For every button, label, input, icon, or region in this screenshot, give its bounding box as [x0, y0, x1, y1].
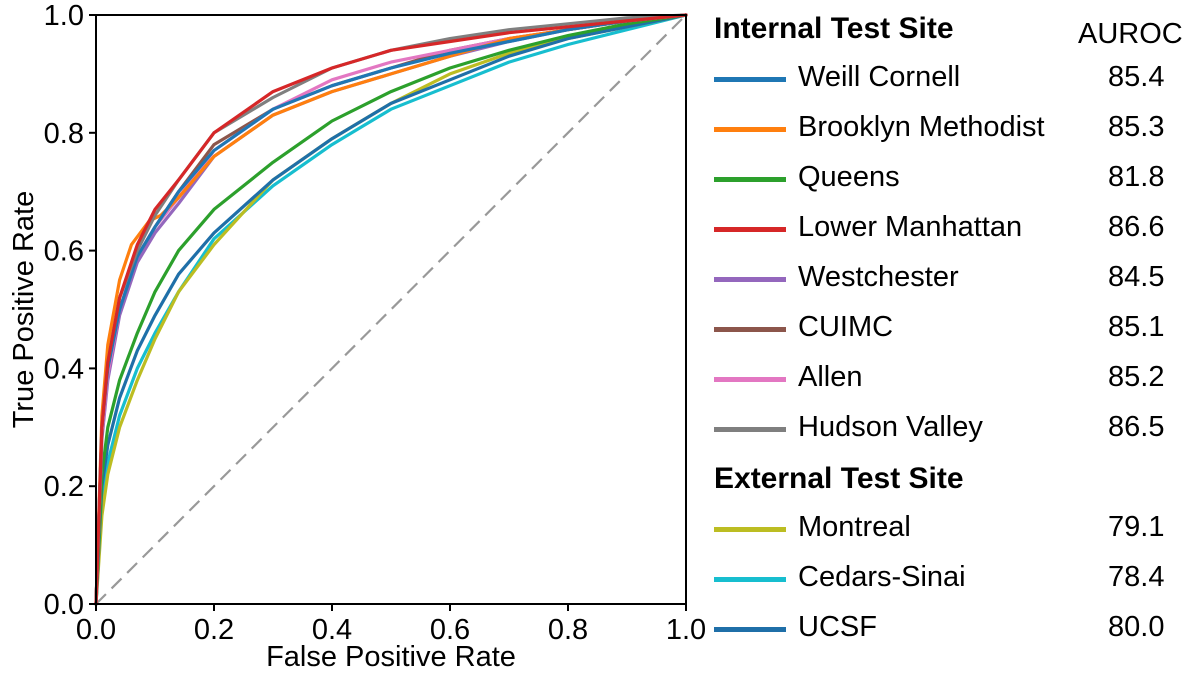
x-tick-label: 0.0	[76, 614, 116, 646]
legend: Internal Test Site AUROC External Test S…	[712, 0, 1200, 678]
legend-label: Westchester	[798, 261, 959, 293]
legend-label: Hudson Valley	[798, 411, 983, 443]
legend-swatch	[714, 527, 786, 532]
legend-label: Queens	[798, 161, 900, 193]
legend-item: Hudson Valley 86.5	[712, 409, 1200, 449]
legend-label: Montreal	[798, 511, 911, 543]
legend-swatch	[714, 177, 786, 182]
legend-swatch	[714, 627, 786, 632]
legend-swatch	[714, 377, 786, 382]
legend-label: CUIMC	[798, 311, 894, 343]
legend-item: Lower Manhattan 86.6	[712, 209, 1200, 249]
legend-auroc-value: 84.5	[1108, 261, 1165, 293]
x-tick-label: 0.4	[312, 614, 352, 646]
legend-auroc-value: 85.2	[1108, 361, 1165, 393]
legend-heading-internal: Internal Test Site	[714, 12, 954, 45]
legend-label: Allen	[798, 361, 863, 393]
legend-auroc-value: 86.6	[1108, 211, 1165, 243]
roc-curve-queens	[94, 13, 688, 606]
x-tick-label: 0.6	[430, 614, 470, 646]
y-tick-label: 0.2	[44, 471, 84, 503]
legend-heading-external: External Test Site	[714, 462, 964, 495]
x-tick-label: 0.8	[548, 614, 588, 646]
legend-swatch	[714, 277, 786, 282]
legend-auroc-heading: AUROC	[1078, 18, 1183, 50]
legend-auroc-value: 85.4	[1108, 61, 1165, 93]
roc-curve-ucsf	[94, 13, 688, 606]
legend-item: UCSF 80.0	[712, 609, 1200, 649]
y-tick-label: 0.8	[44, 118, 84, 150]
y-tick-label: 0.0	[44, 589, 84, 621]
legend-item: Montreal 79.1	[712, 509, 1200, 549]
roc-plot: 0.0 0.2 0.4 0.6 0.8 1.0 0.0 0.2 0.4 0.6 0.8 1.0 Fal…	[8, 0, 705, 673]
x-axis-label: False Positive Rate	[266, 641, 516, 673]
legend-auroc-value: 85.3	[1108, 111, 1165, 143]
legend-item: Westchester 84.5	[712, 259, 1200, 299]
legend-label: UCSF	[798, 611, 877, 643]
series-layer	[94, 13, 688, 606]
y-tick-label: 0.6	[44, 236, 84, 268]
x-tick-label: 1.0	[666, 614, 705, 646]
legend-auroc-value: 85.1	[1108, 311, 1165, 343]
roc-curve-brooklyn-methodist	[94, 13, 688, 606]
legend-swatch	[714, 227, 786, 232]
legend-label: Cedars-Sinai	[798, 561, 966, 593]
axes-frame	[95, 14, 687, 605]
y-tick-label: 1.0	[44, 0, 84, 32]
legend-swatch	[714, 327, 786, 332]
chance-diagonal-line	[95, 14, 687, 605]
legend-swatch	[714, 127, 786, 132]
y-tick-label: 0.4	[44, 353, 84, 385]
legend-auroc-value: 79.1	[1108, 511, 1165, 543]
legend-item: Allen 85.2	[712, 359, 1200, 399]
legend-label: Brooklyn Methodist	[798, 111, 1045, 143]
legend-swatch	[714, 577, 786, 582]
x-tick-label: 0.2	[194, 614, 234, 646]
legend-item: Brooklyn Methodist 85.3	[712, 109, 1200, 149]
legend-item: Weill Cornell 85.4	[712, 59, 1200, 99]
legend-item: Cedars-Sinai 78.4	[712, 559, 1200, 599]
legend-item: CUIMC 85.1	[712, 309, 1200, 349]
roc-curve-lower-manhattan	[94, 13, 688, 606]
legend-label: Lower Manhattan	[798, 211, 1023, 243]
tick-layer: 0.0 0.2 0.4 0.6 0.8 1.0 0.0 0.2 0.4 0.6 0.8 1.0	[44, 0, 705, 646]
legend-swatch	[714, 427, 786, 432]
y-axis-label: True Positive Rate	[8, 191, 40, 428]
legend-label: Weill Cornell	[798, 61, 961, 93]
legend-item: Queens 81.8	[712, 159, 1200, 199]
legend-auroc-value: 86.5	[1108, 411, 1165, 443]
legend-swatch	[714, 77, 786, 82]
legend-auroc-value: 78.4	[1108, 561, 1165, 593]
legend-auroc-value: 81.8	[1108, 161, 1165, 193]
legend-auroc-value: 80.0	[1108, 611, 1165, 643]
